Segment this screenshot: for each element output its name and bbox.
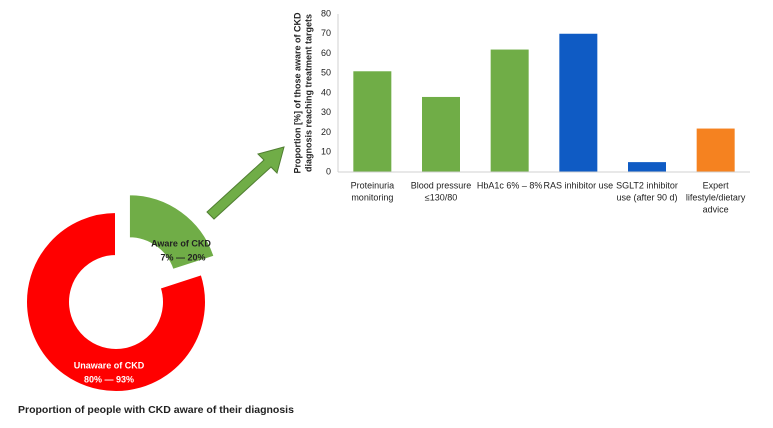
y-tick-label: 10 [321,147,331,157]
bar [490,49,529,172]
slice-label: Aware of CKD [151,238,211,248]
y-axis-label: Proportion [%] of those aware of CKD [292,12,302,174]
y-tick-label: 70 [321,28,331,38]
bar [696,128,735,172]
donut-slice [25,210,207,393]
x-tick-label: use (after 90 d) [616,192,677,202]
slice-label: Unaware of CKD [74,360,145,370]
x-tick-label: Proteinuria [351,180,395,190]
x-tick-label: monitoring [351,192,393,202]
x-tick-label: Blood pressure [411,180,472,190]
y-tick-label: 60 [321,48,331,58]
y-tick-label: 40 [321,87,331,97]
bar [422,96,460,172]
x-tick-label: SGLT2 inhibitor [616,180,678,190]
x-tick-label: Expert [703,180,730,190]
y-axis-label: diagnosis reaching treatment targets [303,14,313,172]
bar [628,162,666,172]
donut-title: Proportion of people with CKD aware of t… [18,404,294,416]
y-tick-label: 50 [321,68,331,78]
slice-range: 80% — 93% [84,374,134,384]
x-tick-label: lifestyle/dietary [686,192,746,202]
x-tick-label: RAS inhibitor use [544,180,614,190]
bar [353,71,392,172]
donut-slice [127,193,216,272]
y-tick-label: 30 [321,107,331,117]
x-tick-label: advice [703,204,729,214]
y-tick-label: 0 [326,166,331,176]
arrow [206,146,285,220]
x-tick-label: HbA1c 6% – 8% [477,180,543,190]
x-tick-label: ≤130/80 [425,192,457,202]
y-tick-label: 20 [321,127,331,137]
bar [559,33,598,172]
slice-range: 7% — 20% [160,252,205,262]
y-tick-label: 80 [321,8,331,18]
